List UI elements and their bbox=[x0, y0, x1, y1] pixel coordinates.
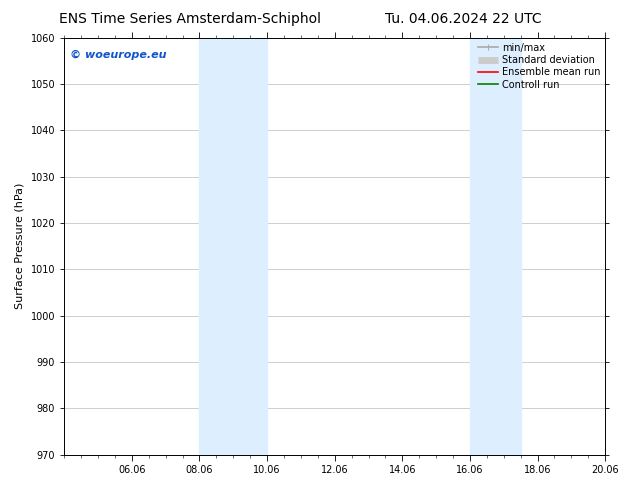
Y-axis label: Surface Pressure (hPa): Surface Pressure (hPa) bbox=[15, 183, 25, 309]
Text: Tu. 04.06.2024 22 UTC: Tu. 04.06.2024 22 UTC bbox=[384, 12, 541, 26]
Bar bbox=[470, 38, 521, 455]
Legend: min/max, Standard deviation, Ensemble mean run, Controll run: min/max, Standard deviation, Ensemble me… bbox=[477, 41, 602, 92]
Bar bbox=[200, 38, 267, 455]
Text: ENS Time Series Amsterdam-Schiphol: ENS Time Series Amsterdam-Schiphol bbox=[59, 12, 321, 26]
Text: © woeurope.eu: © woeurope.eu bbox=[70, 50, 166, 60]
